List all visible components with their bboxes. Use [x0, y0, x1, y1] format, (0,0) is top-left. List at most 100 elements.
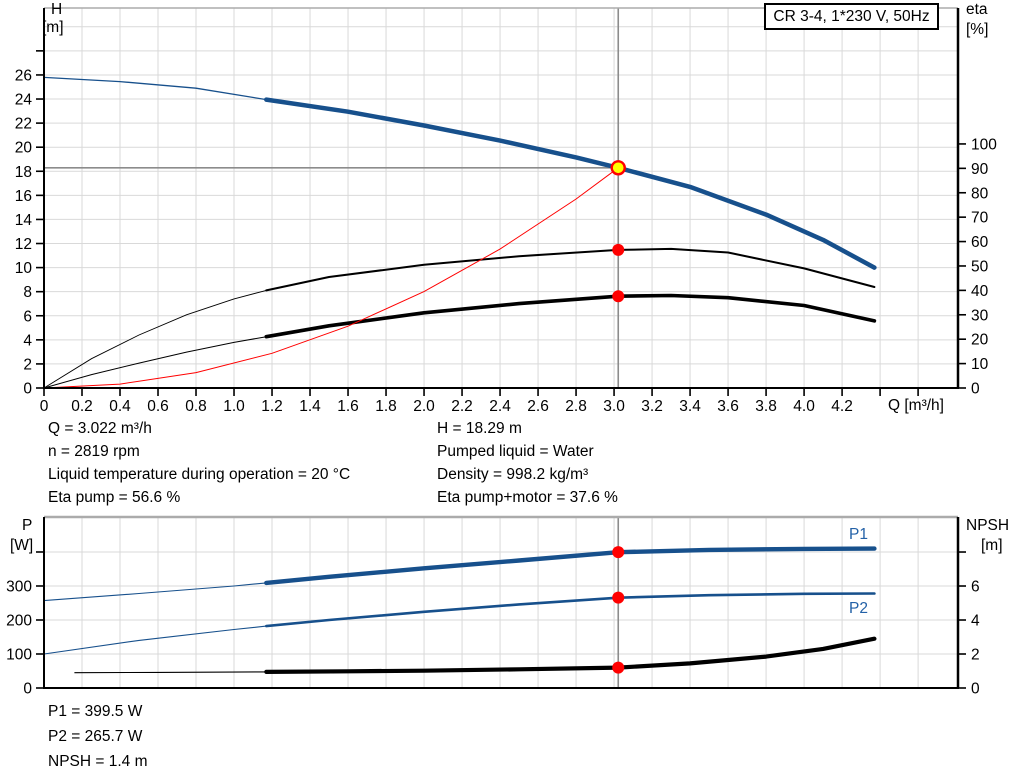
eta-axis-unit: [%]	[966, 21, 989, 38]
h-axis-label: H	[51, 1, 63, 18]
tick-label: 0	[23, 681, 32, 698]
duty-eta-tot-text: Eta pump+motor = 37.6 %	[437, 489, 618, 506]
tick-label: 0.6	[147, 398, 169, 415]
p1-curve-label: P1	[849, 526, 868, 543]
tick-label: 40	[971, 283, 989, 300]
tick-label: 24	[15, 92, 33, 109]
tick-label: 20	[15, 140, 33, 157]
tick-label: 1.6	[337, 398, 359, 415]
tick-label: 200	[6, 612, 32, 629]
p2-curve-label: P2	[849, 600, 868, 617]
tick-label: 4	[971, 613, 980, 630]
p-axis-label: P	[22, 517, 33, 534]
tick-label: 90	[971, 161, 989, 178]
tick-label: 2.6	[527, 398, 549, 415]
tick-label: 1.0	[223, 398, 245, 415]
duty-eta-text: Eta pump = 56.6 %	[48, 489, 181, 506]
tick-label: 60	[971, 234, 989, 251]
p1-curve-thin	[43, 582, 267, 602]
h-axis-unit: [m]	[42, 19, 64, 36]
tick-label: 8	[23, 284, 32, 301]
npsh-curve-thin	[74, 671, 267, 674]
p1-value-text: P1 = 399.5 W	[48, 703, 143, 720]
tick-label: 0.8	[185, 398, 207, 415]
tick-label: 50	[971, 258, 989, 275]
eta-pump-motor-curve-thin	[43, 336, 267, 389]
tick-label: 26	[15, 67, 32, 84]
tick-label: 22	[15, 116, 32, 133]
npsh-point	[612, 661, 625, 674]
tick-label: 12	[15, 236, 32, 253]
tick-label: 3.4	[679, 398, 701, 415]
tick-label: 80	[971, 185, 989, 202]
tick-label: 100	[6, 646, 32, 663]
p-axis-unit: [W]	[10, 537, 34, 554]
tick-label: 10	[15, 260, 33, 277]
tick-label: 0.2	[71, 398, 93, 415]
tick-label: 6	[971, 579, 980, 596]
tick-label: 2	[971, 647, 980, 664]
duty-liquid-text: Pumped liquid = Water	[437, 443, 594, 460]
tick-label: 30	[971, 307, 989, 324]
tick-label: 16	[15, 188, 32, 205]
tick-label: 14	[15, 212, 33, 229]
tick-label: 20	[971, 332, 989, 349]
tick-label: 4.0	[793, 398, 815, 415]
tick-label: 3.6	[717, 398, 739, 415]
tick-label: 3.0	[603, 398, 625, 415]
p1-curve	[264, 546, 877, 586]
tick-label: 0.4	[109, 398, 131, 415]
duty-info-right: H = 18.29 m Pumped liquid = Water Densit…	[437, 420, 618, 512]
tick-label: 3.8	[755, 398, 777, 415]
eta-pump-curve	[265, 247, 876, 292]
tick-label: 70	[971, 210, 989, 227]
npsh-axis-label: NPSH	[966, 517, 1010, 534]
head-curve	[264, 97, 877, 270]
power-info: P1 = 399.5 W P2 = 265.7 W NPSH = 1.4 m	[48, 703, 148, 778]
tick-label: 1.8	[375, 398, 397, 415]
tick-label: 2	[23, 356, 32, 373]
tick-label: 0	[23, 381, 32, 398]
tick-label: 6	[23, 308, 32, 325]
eta-axis-label: eta	[966, 1, 988, 18]
eta-pump-point	[612, 243, 625, 256]
eta-pump-motor-point	[612, 290, 625, 303]
duty-h-text: H = 18.29 m	[437, 420, 522, 437]
tick-label: 0	[40, 398, 49, 415]
curve-title-box: CR 3-4, 1*230 V, 50Hz	[764, 3, 939, 30]
npsh-value-text: NPSH = 1.4 m	[48, 753, 148, 770]
p1-point	[612, 546, 625, 559]
p2-value-text: P2 = 265.7 W	[48, 728, 143, 745]
duty-temp-text: Liquid temperature during operation = 20…	[48, 466, 351, 483]
duty-n-text: n = 2819 rpm	[48, 443, 140, 460]
tick-label: 2.8	[565, 398, 587, 415]
tick-label: 1.2	[261, 398, 283, 415]
p2-point	[612, 591, 625, 604]
tick-label: 300	[6, 578, 32, 595]
npsh-curve	[264, 636, 877, 674]
head-curve-thin	[43, 76, 267, 101]
q-axis-label: Q [m³/h]	[888, 397, 944, 414]
p2-curve-thin	[43, 625, 267, 655]
tick-label: 18	[15, 164, 32, 181]
tick-label: 2.0	[413, 398, 435, 415]
tick-label: 3.2	[641, 398, 663, 415]
tick-label: 4.2	[831, 398, 853, 415]
p2-curve	[265, 592, 876, 628]
system-curve	[43, 167, 619, 389]
tick-label: 10	[971, 356, 989, 373]
duty-info-left: Q = 3.022 m³/h n = 2819 rpm Liquid tempe…	[48, 420, 350, 512]
tick-label: 1.4	[299, 398, 321, 415]
tick-label: 4	[23, 332, 32, 349]
tick-label: 100	[971, 136, 997, 153]
tick-label: 0	[971, 681, 980, 698]
eta-pump-curve-thin	[43, 289, 267, 389]
tick-label: 2.2	[451, 398, 473, 415]
duty-point[interactable]	[610, 160, 626, 176]
duty-density-text: Density = 998.2 kg/m³	[437, 466, 589, 483]
duty-q-text: Q = 3.022 m³/h	[48, 420, 152, 437]
npsh-axis-unit: [m]	[981, 537, 1003, 554]
tick-label: 2.4	[489, 398, 511, 415]
